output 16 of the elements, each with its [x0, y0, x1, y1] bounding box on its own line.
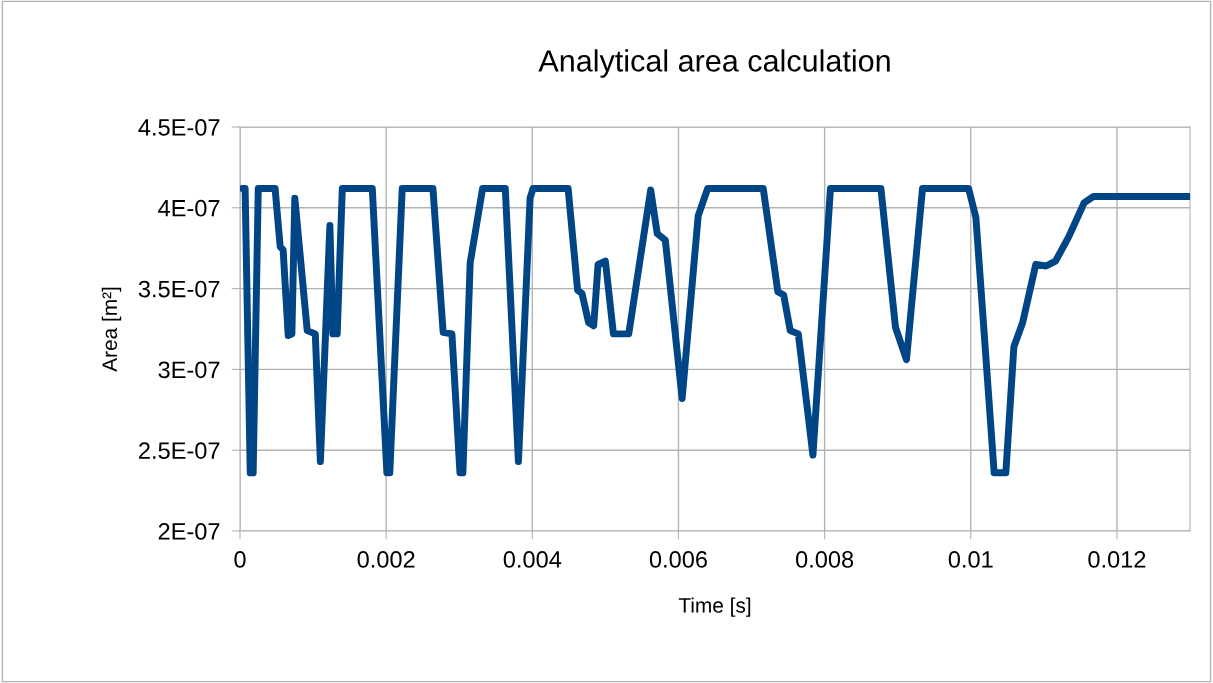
y-tick-label: 3E-07	[158, 361, 220, 379]
y-tick-label: 3.5E-07	[138, 280, 220, 298]
y-tick-label: 4E-07	[158, 199, 220, 217]
x-tick-label: 0.004	[503, 551, 562, 568]
x-axis-title: Time [s]	[678, 597, 751, 617]
y-tick-label: 2E-07	[158, 523, 220, 540]
y-tick-label: 4.5E-07	[138, 119, 220, 136]
x-tick-label: 0.012	[1088, 551, 1146, 568]
x-tick-label: 0	[234, 551, 246, 568]
y-axis-title: Area [m²]	[101, 287, 122, 372]
chart-title: Analytical area calculation	[538, 49, 890, 78]
x-tick-label: 0.006	[649, 551, 707, 568]
y-tick-label: 2.5E-07	[139, 442, 220, 459]
x-tick-label: 0.008	[796, 551, 854, 568]
x-tick-label: 0.002	[357, 551, 415, 568]
x-tick-label: 0.01	[948, 551, 993, 568]
